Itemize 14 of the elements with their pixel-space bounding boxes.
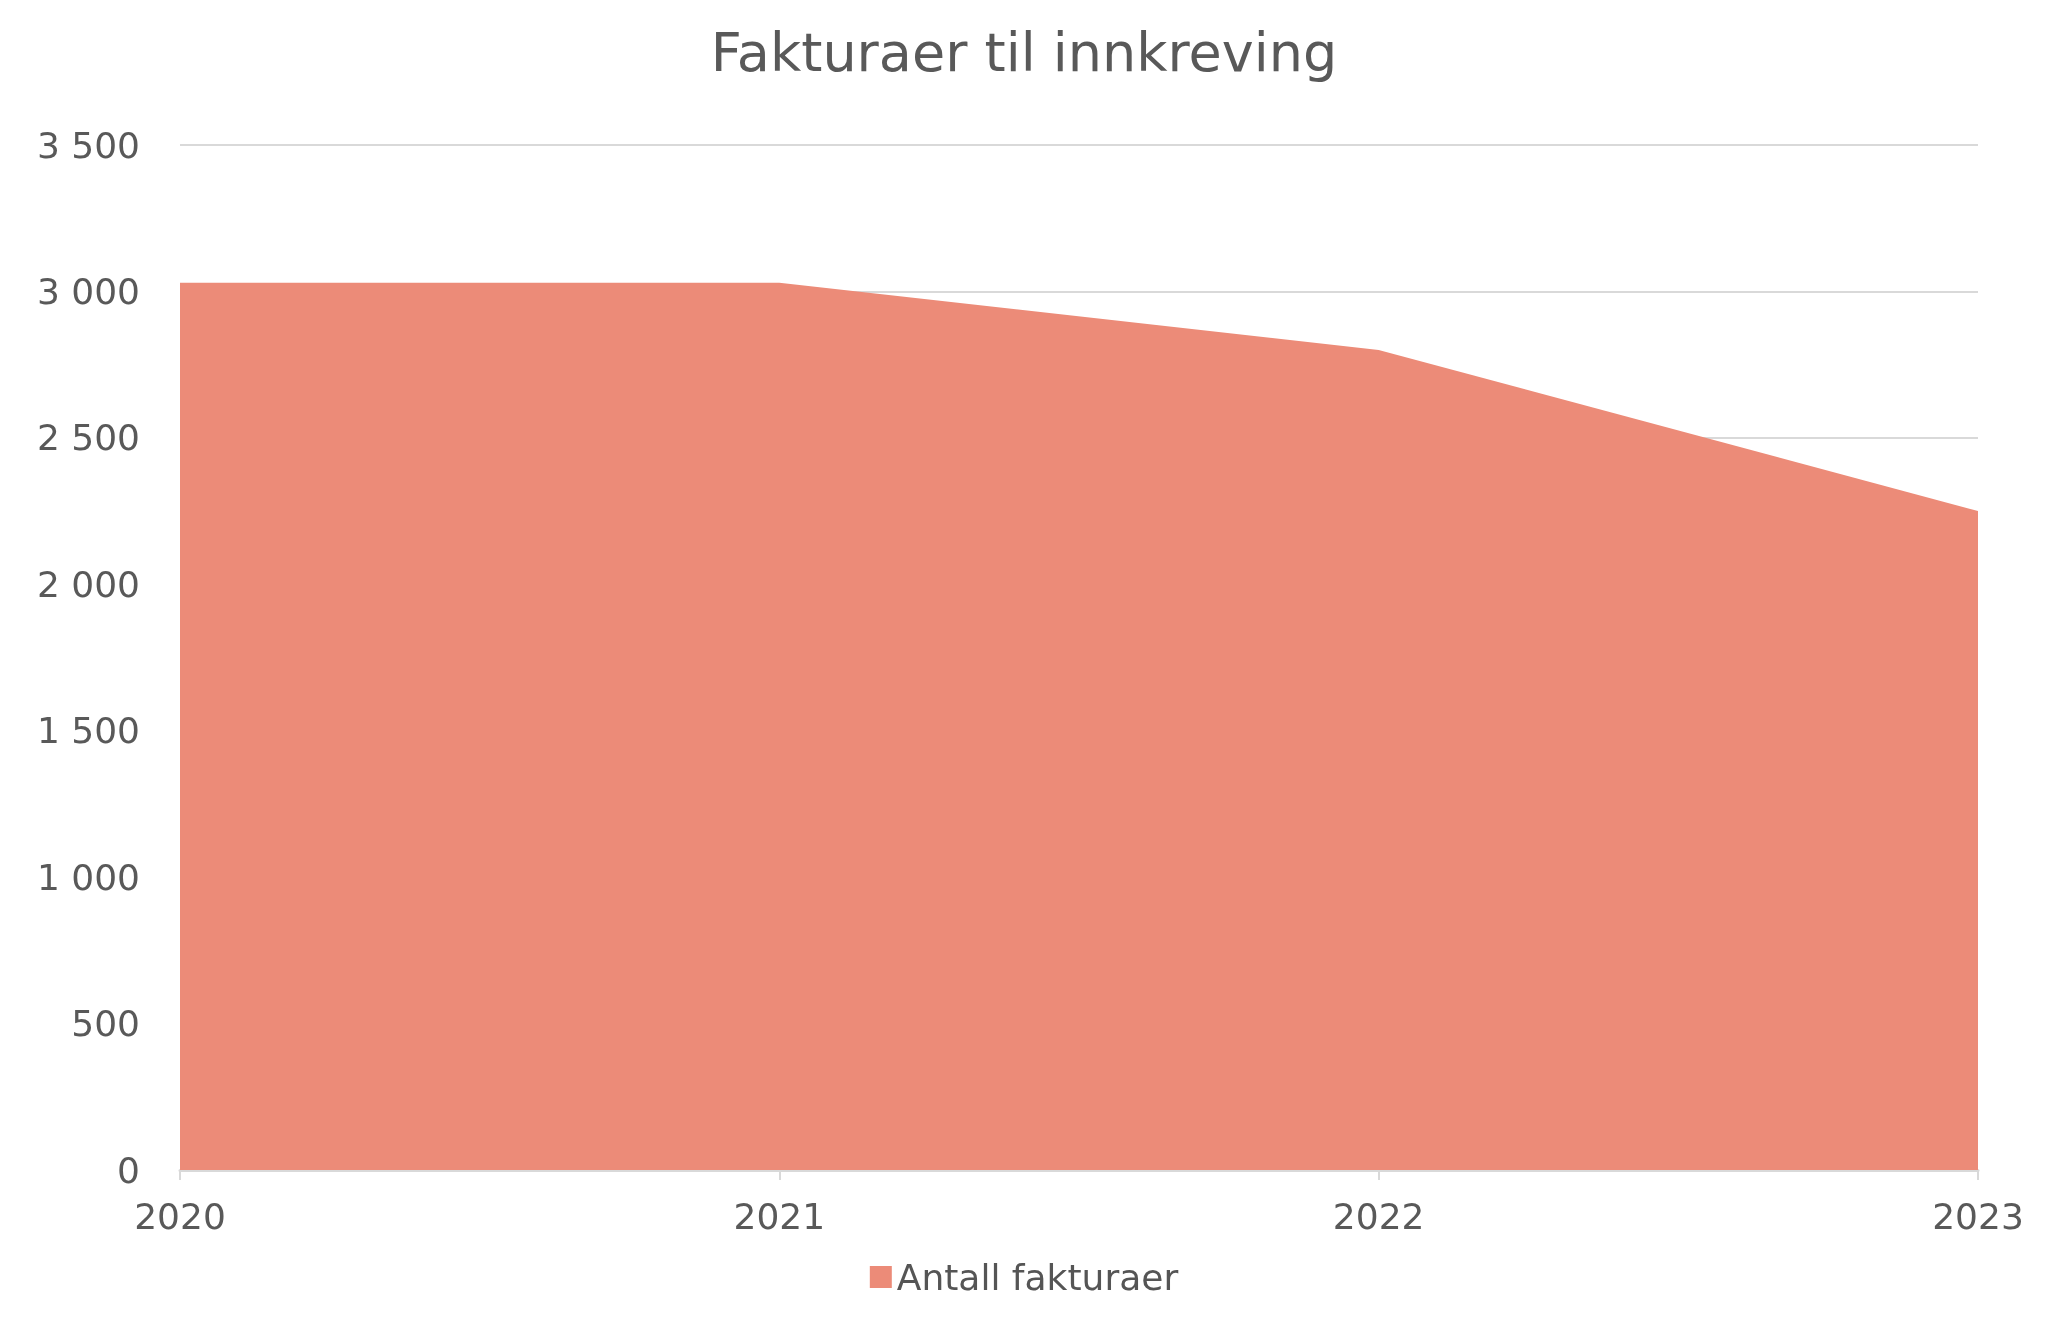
- chart-title: Fakturaer til innkreving: [710, 20, 1338, 84]
- y-tick-label: 3 500: [36, 124, 140, 166]
- y-tick-label: 0: [117, 1149, 140, 1191]
- y-tick-label: 2 500: [36, 417, 140, 459]
- x-tick-label: 2020: [134, 1195, 226, 1237]
- x-tick-label: 2021: [733, 1195, 826, 1237]
- legend-label: Antall fakturaer: [896, 1256, 1179, 1298]
- y-tick-label: 2 000: [36, 563, 140, 605]
- y-tick-label: 1 000: [36, 856, 140, 898]
- x-tick-label: 2022: [1332, 1195, 1425, 1237]
- y-tick-label: 500: [71, 1003, 140, 1045]
- y-tick-label: 3 000: [36, 270, 140, 312]
- y-tick-label: 1 500: [36, 710, 140, 752]
- x-tick-label: 2023: [1932, 1195, 2024, 1237]
